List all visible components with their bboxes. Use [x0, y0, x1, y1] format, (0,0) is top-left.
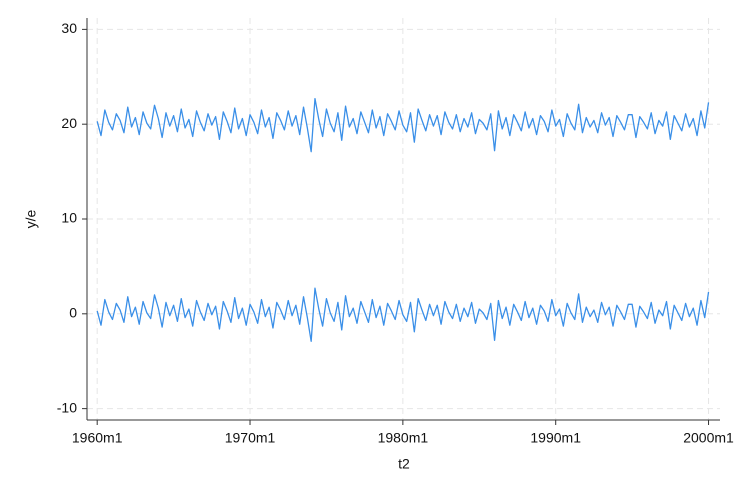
y-axis-title: y/e: [23, 209, 39, 228]
series-line: [96, 97, 710, 153]
x-axis-title: t2: [398, 456, 410, 472]
y-tick-label: 20: [61, 115, 77, 131]
y-tick-label: 30: [61, 20, 77, 36]
y-tick-label: 0: [69, 305, 77, 321]
x-tick-label: 1990m1: [530, 430, 581, 446]
x-tick-label: 1980m1: [378, 430, 429, 446]
series-line: [96, 287, 710, 342]
x-tick-label: 1970m1: [225, 430, 276, 446]
y-tick-label: 10: [61, 210, 77, 226]
x-tick-label: 1960m1: [72, 430, 123, 446]
x-tick-label: 2000m1: [683, 430, 734, 446]
y-tick-label: -10: [57, 399, 77, 415]
